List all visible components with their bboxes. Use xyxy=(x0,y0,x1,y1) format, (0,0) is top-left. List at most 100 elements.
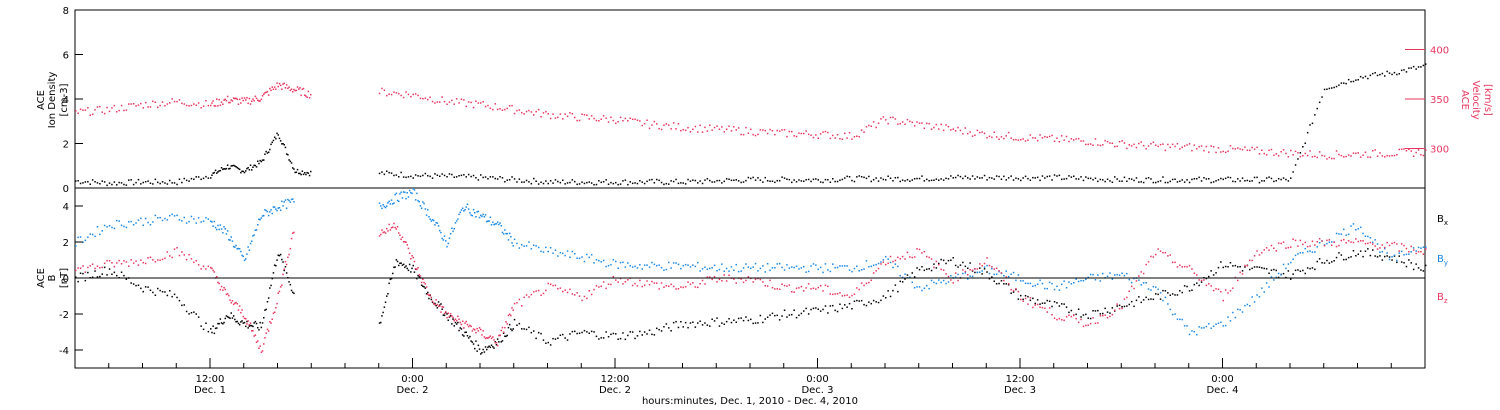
data-point xyxy=(411,192,413,195)
data-point xyxy=(246,167,248,170)
data-point xyxy=(824,130,827,133)
data-point xyxy=(380,205,382,207)
data-point xyxy=(885,263,887,266)
data-point xyxy=(1258,181,1261,184)
data-point xyxy=(261,322,264,324)
data-point xyxy=(868,301,870,303)
data-point xyxy=(663,326,665,328)
data-point xyxy=(259,345,261,347)
data-point xyxy=(1350,80,1352,83)
data-point xyxy=(1162,289,1164,292)
data-point xyxy=(1130,281,1133,284)
data-point xyxy=(812,136,815,139)
data-point xyxy=(651,178,653,181)
data-point xyxy=(665,182,668,185)
data-point xyxy=(469,335,471,338)
data-point xyxy=(1123,142,1126,144)
data-point xyxy=(424,97,427,99)
data-point xyxy=(1220,261,1222,263)
data-point xyxy=(581,256,583,258)
data-point xyxy=(1415,250,1417,252)
data-point xyxy=(452,230,454,233)
data-point xyxy=(219,224,222,226)
data-point xyxy=(398,200,400,203)
data-point xyxy=(263,159,265,161)
data-point xyxy=(643,331,646,333)
data-point xyxy=(414,93,417,95)
data-point xyxy=(1220,321,1222,323)
data-point xyxy=(1412,247,1415,249)
data-point xyxy=(1198,146,1200,148)
data-point xyxy=(455,319,458,322)
velocity-series xyxy=(75,82,1427,160)
data-point xyxy=(213,171,216,174)
data-point xyxy=(991,136,993,139)
data-point xyxy=(116,184,118,186)
data-point xyxy=(1089,273,1092,276)
data-point xyxy=(1227,316,1229,318)
data-point xyxy=(913,178,916,180)
data-point xyxy=(1292,171,1294,173)
legend-bx: Bx xyxy=(1437,214,1448,227)
data-point xyxy=(87,266,89,269)
data-point xyxy=(648,179,651,181)
data-point xyxy=(1029,282,1032,285)
data-point xyxy=(1167,181,1169,184)
data-point xyxy=(142,224,144,226)
data-point xyxy=(1263,152,1265,155)
data-point xyxy=(1094,138,1097,140)
data-point xyxy=(488,220,490,222)
data-point xyxy=(290,237,293,240)
data-point xyxy=(759,314,762,317)
data-point xyxy=(1051,314,1053,316)
data-point xyxy=(612,119,615,122)
data-point xyxy=(284,266,287,268)
data-point xyxy=(718,128,721,130)
data-point xyxy=(237,309,240,311)
data-point xyxy=(418,276,420,278)
data-point xyxy=(408,263,411,266)
data-point xyxy=(725,178,728,180)
data-point xyxy=(465,176,467,178)
data-point xyxy=(402,96,405,99)
data-point xyxy=(293,201,295,203)
data-point xyxy=(1299,252,1302,254)
data-point xyxy=(1162,251,1164,254)
data-point xyxy=(1046,287,1048,290)
data-point xyxy=(1391,154,1393,157)
data-point xyxy=(1408,67,1410,69)
data-point xyxy=(132,283,135,285)
data-point xyxy=(263,343,265,345)
data-point xyxy=(574,116,576,119)
data-point xyxy=(1065,306,1068,308)
data-point xyxy=(183,216,185,219)
data-point xyxy=(304,94,306,96)
data-point xyxy=(564,254,566,257)
data-point xyxy=(1135,280,1138,282)
data-point xyxy=(451,227,453,229)
data-point xyxy=(868,124,870,127)
data-point xyxy=(1244,304,1246,307)
data-point xyxy=(293,168,295,170)
data-point xyxy=(615,279,617,281)
data-point xyxy=(1280,242,1282,245)
data-point xyxy=(512,245,514,247)
data-point xyxy=(271,212,273,215)
data-point xyxy=(986,179,988,181)
data-point xyxy=(566,182,569,184)
data-point xyxy=(440,231,442,234)
data-point xyxy=(305,173,307,176)
data-point xyxy=(190,258,193,260)
data-point xyxy=(832,263,834,265)
data-point xyxy=(865,260,868,262)
data-point xyxy=(590,115,593,117)
data-point xyxy=(1232,147,1234,150)
data-point xyxy=(300,173,302,176)
data-point xyxy=(1041,175,1044,177)
data-point xyxy=(798,314,800,316)
data-point xyxy=(229,167,231,170)
data-point xyxy=(431,100,434,103)
data-point xyxy=(540,294,542,296)
data-point xyxy=(222,289,224,291)
data-point xyxy=(289,201,292,203)
